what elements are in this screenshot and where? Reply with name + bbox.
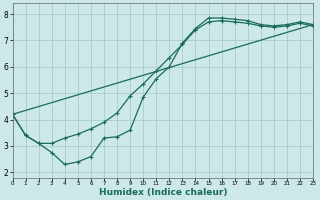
X-axis label: Humidex (Indice chaleur): Humidex (Indice chaleur)	[99, 188, 227, 197]
